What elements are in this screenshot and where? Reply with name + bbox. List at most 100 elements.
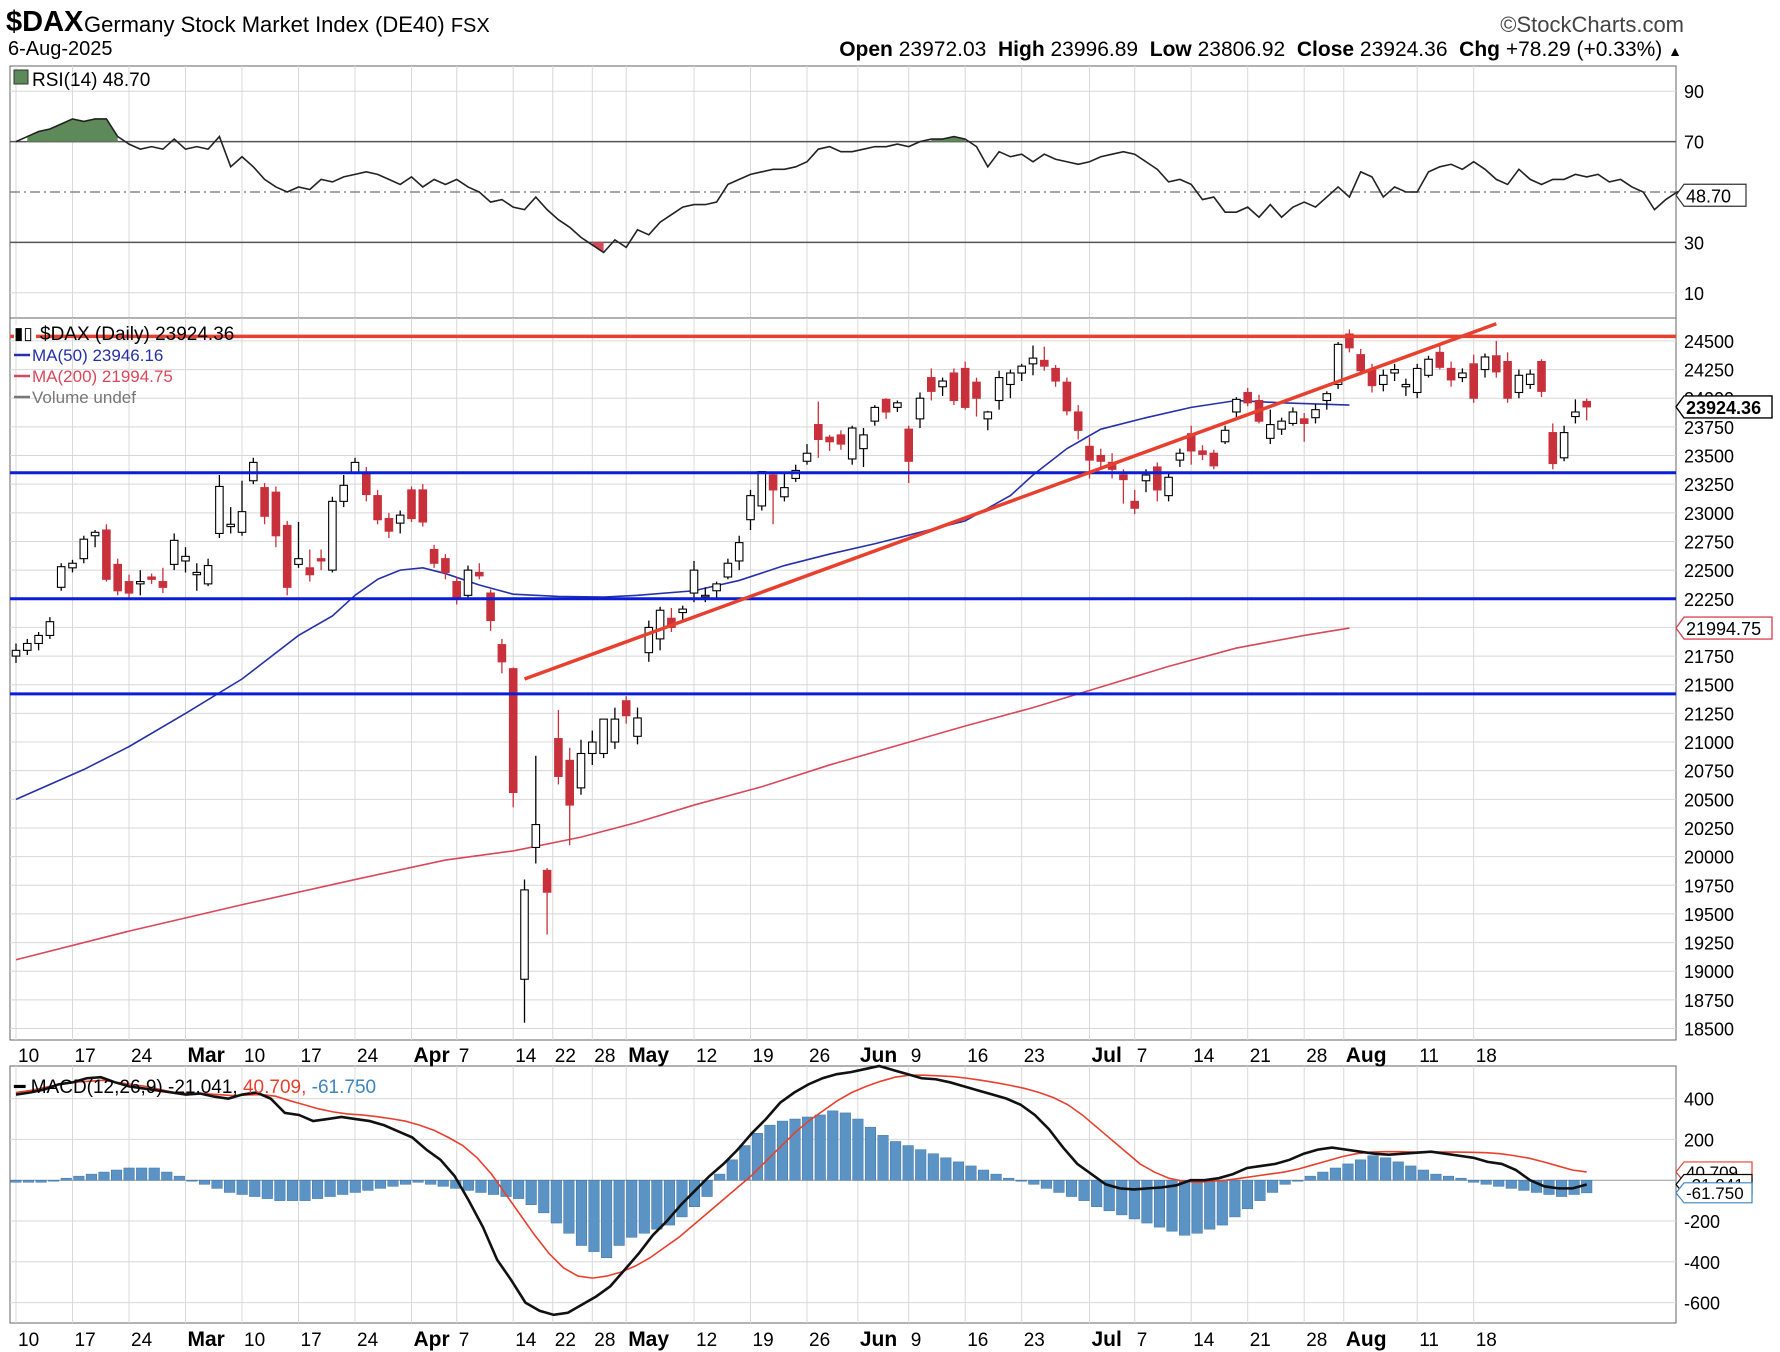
candle: [1277, 417, 1286, 435]
candle: [1311, 403, 1320, 424]
candle: [825, 434, 834, 451]
low-label: Low: [1149, 38, 1192, 61]
macd-histogram-bar: [890, 1141, 902, 1181]
candle: [1322, 391, 1332, 410]
candle-body: [1028, 357, 1038, 365]
candle-body: [531, 823, 541, 849]
macd-histogram-bar: [286, 1179, 298, 1201]
candle-body: [587, 741, 597, 755]
index-full-name: Germany Stock Market Index (DE40): [84, 12, 445, 37]
candle-body: [361, 472, 371, 496]
price-x-tick-label: Aug: [1346, 1044, 1387, 1067]
candle: [678, 605, 688, 622]
candle: [1480, 353, 1490, 378]
close-price-badge: [1675, 395, 1773, 419]
candle: [610, 707, 620, 749]
candle-body: [1469, 363, 1478, 399]
price-y-tick-label: 20500: [1684, 790, 1734, 810]
candle: [1401, 378, 1411, 396]
candle-body: [1559, 432, 1569, 459]
candle-body: [678, 608, 688, 614]
candle: [90, 530, 100, 548]
candle-body: [328, 500, 337, 571]
candle: [1096, 448, 1106, 467]
macd-histogram-bar: [1518, 1179, 1530, 1191]
macd-histogram-bar: [827, 1110, 839, 1181]
candle: [1220, 425, 1230, 445]
symbol-title: $DAX: [6, 6, 84, 38]
candle: [576, 739, 586, 795]
candle: [1458, 368, 1467, 383]
legend-entry: MA(50) 23946.16: [32, 346, 163, 365]
candle-body: [859, 434, 868, 450]
candle: [881, 398, 891, 419]
candle: [497, 638, 507, 674]
candle: [1492, 340, 1501, 378]
rsi-y-tick-label: 10: [1684, 284, 1704, 304]
candle: [418, 484, 428, 527]
candle: [960, 361, 970, 410]
candle-body: [158, 581, 168, 588]
candle-body: [1537, 360, 1546, 392]
candle-body: [1458, 372, 1467, 379]
candle: [22, 638, 32, 655]
macd-y-tick-label: -200: [1684, 1212, 1720, 1232]
price-x-tick-label: Apr: [414, 1044, 450, 1067]
macd-histogram-bar: [839, 1112, 851, 1181]
exchange-code: FSX: [450, 15, 490, 37]
candle-body: [226, 523, 235, 528]
price-x-tick-label: May: [628, 1044, 669, 1067]
macd-histogram-bar: [864, 1126, 876, 1181]
macd-histogram-bar: [1078, 1179, 1090, 1201]
macd-histogram-bar: [940, 1157, 952, 1181]
candle: [11, 643, 21, 663]
open-value: 23972.03: [898, 38, 987, 61]
change-label: Chg: [1459, 38, 1500, 61]
macd-x-tick-label: 18: [1476, 1330, 1497, 1351]
candle: [520, 879, 529, 1023]
candle-body: [192, 571, 202, 576]
macd-y-tick-label: -400: [1684, 1253, 1720, 1273]
candle: [45, 617, 55, 639]
price-y-tick-label: 19000: [1684, 962, 1734, 982]
candle: [215, 475, 224, 539]
candle-body: [215, 485, 224, 535]
candle-body: [407, 489, 416, 520]
macd-histogram-bar: [198, 1179, 211, 1185]
macd-indicator-label: ━ MACD(12,26,9) -21.041, 40.709, -61.750: [13, 1077, 376, 1098]
price-x-tick-label: 10: [18, 1046, 39, 1067]
candle-body: [124, 581, 134, 594]
candle: [113, 558, 122, 596]
macd-histogram-bar: [186, 1179, 198, 1182]
price-x-tick-label: Jun: [860, 1044, 897, 1067]
candle: [712, 581, 721, 599]
macd-histogram-bar: [324, 1179, 336, 1197]
price-x-tick-label: 19: [753, 1046, 774, 1067]
macd-histogram-bar: [1430, 1173, 1442, 1181]
macd-histogram-bar: [211, 1179, 223, 1189]
macd-x-tick-label: 10: [18, 1330, 39, 1351]
rsi-y-tick-label: 90: [1684, 82, 1704, 102]
price-y-tick-label: 22250: [1684, 590, 1734, 610]
candle-body: [621, 700, 631, 717]
candle-body: [1153, 466, 1162, 491]
candle-body: [260, 487, 269, 517]
candle-body: [34, 634, 43, 645]
candle: [1288, 407, 1298, 426]
macd-histogram-bar: [1480, 1179, 1492, 1185]
macd-histogram-bar: [1229, 1179, 1241, 1218]
macd-histogram-bar: [902, 1145, 914, 1181]
macd-histogram-bar: [1405, 1165, 1417, 1181]
macd-histogram-bar: [1505, 1179, 1517, 1189]
macd-histogram-bar: [1040, 1179, 1052, 1189]
candle: [136, 570, 145, 596]
candle-body: [418, 489, 428, 523]
candle: [1582, 398, 1591, 421]
macd-x-tick-label: 21: [1250, 1330, 1271, 1351]
macd-histogram-bar: [1279, 1179, 1291, 1185]
candle: [644, 620, 654, 662]
candle: [1412, 363, 1422, 399]
candle-body: [497, 644, 507, 663]
candle-body: [79, 538, 89, 560]
